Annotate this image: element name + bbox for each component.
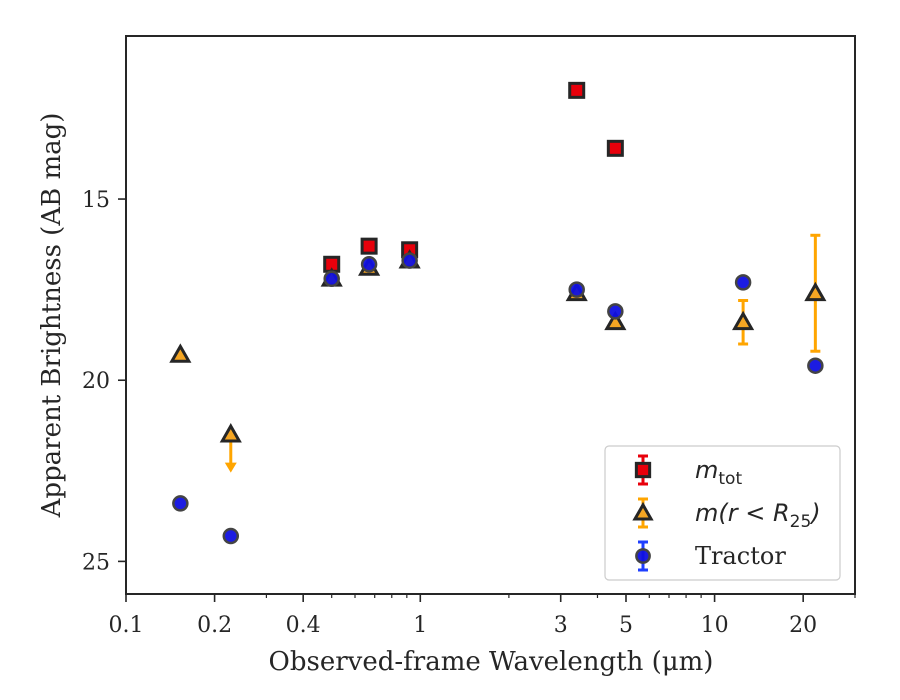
legend-marker xyxy=(634,461,652,479)
data-point xyxy=(169,343,192,363)
data-point xyxy=(172,495,189,512)
y-tick-label: 20 xyxy=(82,369,110,394)
series-circle xyxy=(172,252,824,545)
data-point xyxy=(360,256,378,273)
data-point xyxy=(732,310,755,331)
legend-entry: Tractor xyxy=(635,540,786,572)
x-axis-title: Observed-frame Wavelength (μm) xyxy=(269,647,714,677)
x-tick-label: 0.4 xyxy=(286,613,321,638)
data-point xyxy=(807,357,824,374)
x-tick-label: 1 xyxy=(413,613,427,638)
data-point xyxy=(222,527,240,545)
data-point xyxy=(604,310,627,331)
y-tick-label: 25 xyxy=(82,550,110,575)
data-point xyxy=(360,237,378,255)
data-point xyxy=(323,270,340,288)
y-tick-label: 15 xyxy=(82,188,110,213)
data-point xyxy=(401,252,418,269)
x-tick-label: 20 xyxy=(789,613,817,638)
data-point xyxy=(219,423,242,443)
x-tick-label: 3 xyxy=(554,613,568,638)
data-point xyxy=(804,281,827,302)
y-axis-title: Apparent Brightness (AB mag) xyxy=(37,113,67,519)
upper-limit-arrowhead xyxy=(224,462,237,473)
data-point xyxy=(607,303,624,320)
x-tick-label: 0.1 xyxy=(109,613,144,638)
axes: 0.1 0.2 0.4 1 3 5 10 20 15 20 25 xyxy=(82,35,856,638)
data-point xyxy=(606,139,624,157)
legend-marker xyxy=(635,548,651,564)
plot-area xyxy=(169,81,827,545)
legend-box xyxy=(604,445,841,581)
data-point xyxy=(734,274,752,291)
x-tick-label: 5 xyxy=(619,613,633,638)
x-tick-label: 0.2 xyxy=(197,613,232,638)
legend-marker xyxy=(632,501,654,521)
plot-frame xyxy=(125,35,856,595)
legend-label: Tractor xyxy=(695,542,786,570)
data-point xyxy=(568,81,586,99)
x-tick-label: 10 xyxy=(701,613,729,638)
series-square xyxy=(323,81,624,273)
data-point xyxy=(568,281,585,298)
series-triangle xyxy=(169,233,827,473)
